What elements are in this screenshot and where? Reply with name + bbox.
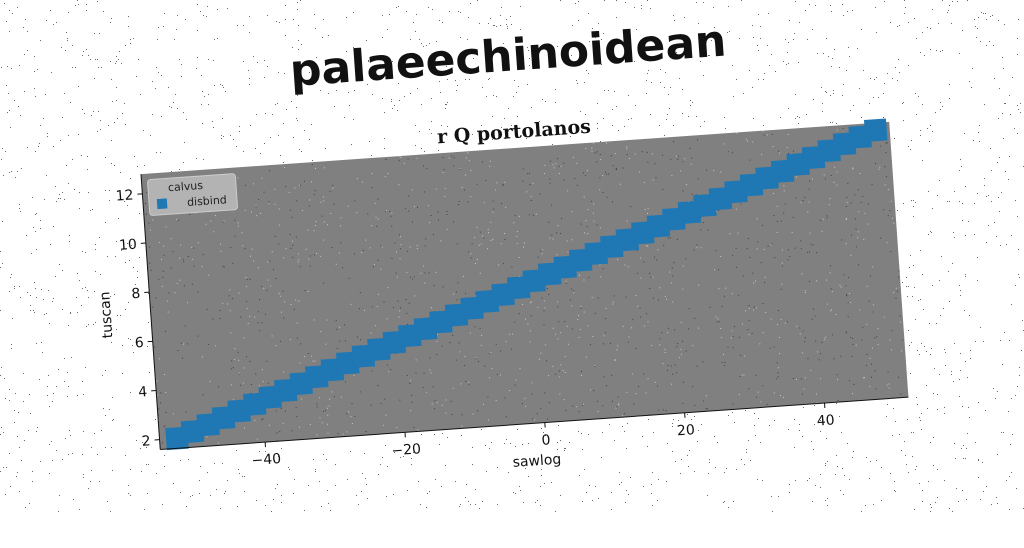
x-tick-label: −40 bbox=[251, 451, 282, 469]
y-tick-label: 12 bbox=[115, 187, 134, 204]
legend-swatch bbox=[157, 198, 168, 209]
x-tick-label: 40 bbox=[816, 412, 835, 429]
x-tick-label: 0 bbox=[541, 432, 551, 449]
legend: calvus disbind bbox=[147, 174, 237, 216]
y-tick-label: 8 bbox=[131, 286, 141, 303]
y-tick-label: 10 bbox=[119, 237, 138, 254]
legend-label: disbind bbox=[187, 193, 228, 209]
series-0-marker bbox=[864, 118, 887, 141]
y-tick-label: 4 bbox=[138, 384, 148, 401]
y-tick-label: 6 bbox=[134, 335, 144, 352]
x-axis-label: sawlog bbox=[512, 452, 562, 471]
y-tick-label: 2 bbox=[141, 433, 151, 450]
chart-title: r Q portolanos bbox=[436, 116, 591, 149]
legend-title: calvus bbox=[168, 179, 204, 194]
x-tick-label: −20 bbox=[391, 441, 422, 459]
x-tick-label: 20 bbox=[676, 422, 695, 439]
y-axis-label: tuscan bbox=[97, 291, 116, 339]
